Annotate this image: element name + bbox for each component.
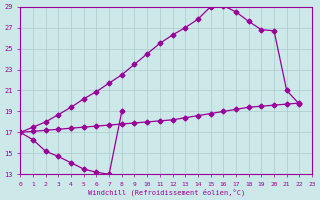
X-axis label: Windchill (Refroidissement éolien,°C): Windchill (Refroidissement éolien,°C) <box>88 188 245 196</box>
